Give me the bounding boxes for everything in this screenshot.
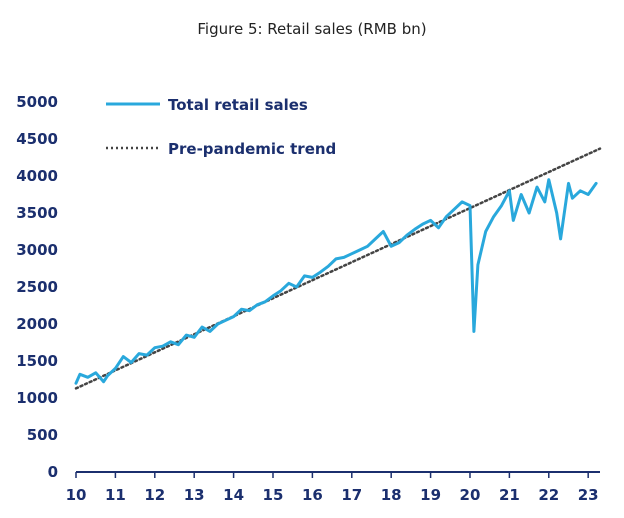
y-tick-label: 5000	[16, 93, 58, 111]
y-tick-label: 3000	[16, 241, 58, 259]
x-tick-label: 17	[341, 486, 362, 504]
y-tick-label: 1500	[16, 352, 58, 370]
y-tick-label: 1000	[16, 389, 58, 407]
x-tick-label: 15	[263, 486, 284, 504]
x-tick-label: 16	[302, 486, 323, 504]
series-line-pre-pandemic-trend	[74, 147, 602, 390]
x-tick-label: 21	[499, 486, 520, 504]
chart-title: Figure 5: Retail sales (RMB bn)	[197, 20, 427, 38]
x-axis-ticks: 10 11 12 13 14 15 16 17 18 19 20 21 22 23	[66, 472, 599, 504]
x-tick-label: 14	[223, 486, 244, 504]
y-tick-label: 2500	[16, 278, 58, 296]
x-tick-label: 10	[66, 486, 87, 504]
y-axis-ticks: 0 500 1000 1500 2000 2500 3000 3500 4000 4500 5000	[16, 93, 58, 481]
y-tick-label: 4000	[16, 167, 58, 185]
legend: Total retail sales Pre-pandemic trend	[106, 96, 336, 158]
x-tick-label: 23	[578, 486, 599, 504]
x-tick-label: 19	[420, 486, 441, 504]
y-tick-label: 4500	[16, 130, 58, 148]
x-tick-label: 12	[144, 486, 165, 504]
legend-label-total-retail-sales: Total retail sales	[168, 96, 308, 114]
x-tick-label: 20	[460, 486, 481, 504]
y-tick-label: 2000	[16, 315, 58, 333]
y-tick-label: 3500	[16, 204, 58, 222]
y-tick-label: 0	[48, 463, 58, 481]
series-line-total-retail-sales	[74, 178, 598, 385]
series-layer	[74, 147, 602, 390]
x-tick-label: 22	[538, 486, 559, 504]
x-tick-label: 11	[105, 486, 126, 504]
legend-label-pre-pandemic-trend: Pre-pandemic trend	[168, 140, 336, 158]
x-tick-label: 13	[184, 486, 205, 504]
y-tick-label: 500	[27, 426, 58, 444]
x-tick-label: 18	[381, 486, 402, 504]
